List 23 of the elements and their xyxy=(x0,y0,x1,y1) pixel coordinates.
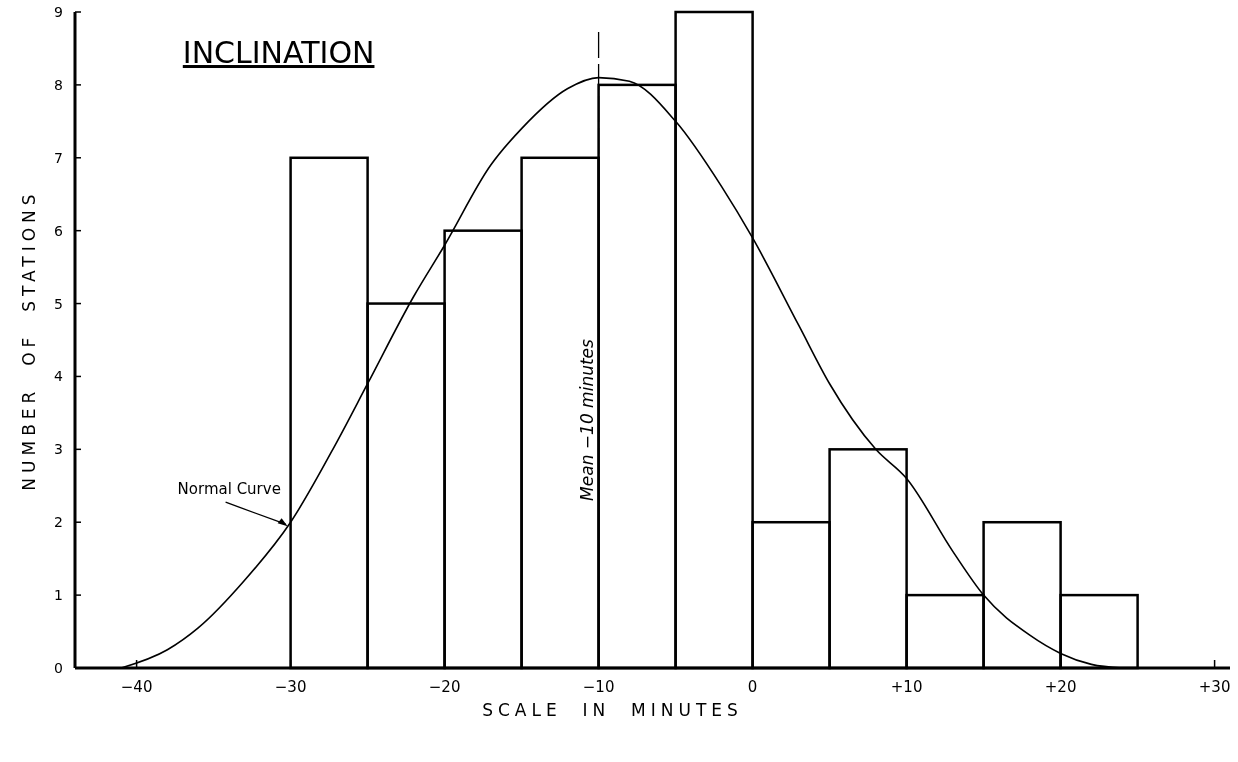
series-label: Normal Curve xyxy=(177,480,281,499)
y-tick-label: 5 xyxy=(54,295,63,312)
x-tick-label: +30 xyxy=(1198,678,1231,696)
x-tick-label: −30 xyxy=(274,678,307,696)
y-tick-label: 6 xyxy=(54,222,64,239)
x-tick-label: 0 xyxy=(747,678,758,696)
y-tick-label: 7 xyxy=(54,149,63,166)
ref-line-label: Mean −10 minutes xyxy=(576,338,597,501)
x-tick-label: +20 xyxy=(1044,678,1077,696)
y-axis-title: NUMBER OF STATIONS xyxy=(19,189,39,491)
y-tick-label: 4 xyxy=(54,368,64,385)
y-tick-label: 3 xyxy=(54,441,63,458)
x-tick-label: +10 xyxy=(890,678,923,696)
x-tick-label: −20 xyxy=(428,678,461,696)
y-tick-label: 9 xyxy=(54,4,63,20)
y-tick-label: 0 xyxy=(54,660,63,676)
x-tick-label: −40 xyxy=(120,678,153,696)
y-tick-label: 8 xyxy=(54,76,63,93)
y-tick-label: 2 xyxy=(54,514,63,531)
x-tick-label: −10 xyxy=(582,678,615,696)
x-axis-title: SCALE IN MINUTES xyxy=(482,700,743,720)
text: INCLINATION xyxy=(182,35,375,71)
y-tick-label: 1 xyxy=(54,587,63,604)
